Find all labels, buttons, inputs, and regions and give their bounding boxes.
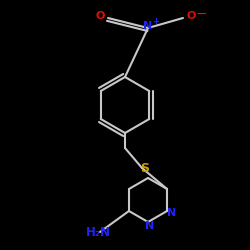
Text: O: O (95, 11, 105, 21)
Text: S: S (140, 162, 149, 174)
Text: N: N (144, 21, 152, 31)
Text: +: + (152, 16, 160, 26)
Text: −: − (195, 7, 207, 21)
Text: H₂N: H₂N (86, 226, 110, 238)
Text: N: N (168, 208, 177, 218)
Text: O: O (186, 11, 196, 21)
Text: N: N (146, 221, 154, 231)
